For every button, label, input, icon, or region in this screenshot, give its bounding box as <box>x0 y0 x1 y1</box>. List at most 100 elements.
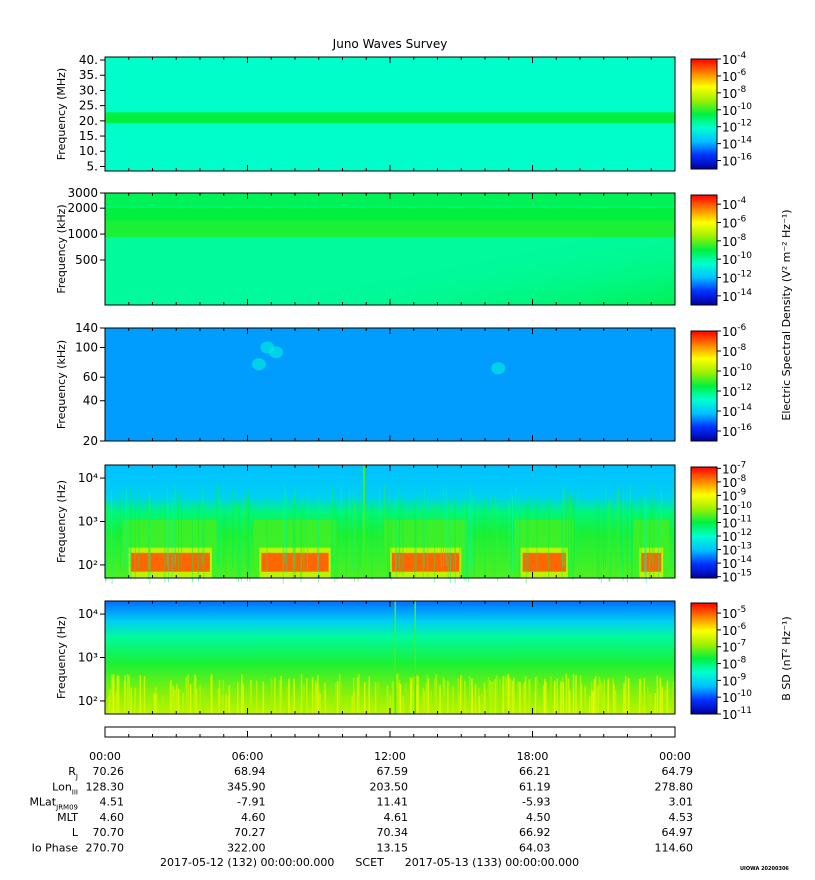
spectral-streak <box>644 498 646 579</box>
spectral-streak <box>386 685 389 714</box>
spectral-streak <box>422 499 424 579</box>
spectral-streak <box>314 680 317 714</box>
spectral-streak <box>349 490 351 570</box>
spectral-streak <box>529 679 531 714</box>
spectral-streak <box>613 684 615 714</box>
spectrogram-background <box>105 328 675 441</box>
spectral-streak <box>293 492 295 572</box>
spectral-streak <box>435 674 438 714</box>
spectral-streak <box>442 487 444 567</box>
spectral-streak <box>536 676 538 714</box>
spectral-streak <box>354 494 356 574</box>
spectral-streak <box>407 693 409 714</box>
spectral-streak <box>398 682 400 714</box>
y-axis-label: Frequency (MHz) <box>55 68 68 160</box>
spectral-streak <box>255 680 258 714</box>
spectral-streak <box>294 495 296 575</box>
spectral-streak <box>656 675 659 714</box>
spectral-streak <box>439 684 441 714</box>
ephemeris-value: 68.94 <box>234 765 266 778</box>
colorbar <box>690 466 718 579</box>
ephemeris-value: 64.79 <box>662 765 694 778</box>
spectral-streak <box>608 502 610 582</box>
spectral-streak <box>280 684 283 714</box>
spectral-streak <box>545 681 547 714</box>
spectral-streak <box>645 504 647 584</box>
spectral-streak <box>522 684 525 714</box>
spectral-streak <box>151 693 154 714</box>
spectral-streak <box>311 677 314 714</box>
spectral-streak <box>562 488 564 568</box>
spectral-streak <box>202 688 205 714</box>
spectral-streak <box>565 487 567 567</box>
y-tick-label: 3000 <box>67 186 98 200</box>
spectral-streak <box>249 502 251 582</box>
time-label: 12:00 <box>374 750 406 763</box>
spectral-streak <box>593 678 596 714</box>
spectral-streak <box>288 678 290 714</box>
spectral-streak <box>315 686 318 714</box>
spectral-streak <box>336 681 339 714</box>
spectral-streak <box>489 679 491 714</box>
colorbar-tick-label: 10-4 <box>722 196 747 212</box>
colorbar <box>690 58 718 170</box>
y-tick-label: 10³ <box>78 651 98 665</box>
spectral-streak <box>447 499 449 579</box>
spectral-streak <box>603 692 605 714</box>
panel-3: 140 100 60 40 20 Frequency (kHz) 10-6 10-8 10-10… <box>55 321 752 448</box>
spectral-streak <box>223 489 225 569</box>
spectral-streak <box>243 494 245 574</box>
spectral-streak <box>239 498 241 578</box>
ephemeris-value: 11.41 <box>377 796 409 809</box>
spectral-streak <box>524 676 527 714</box>
spectral-streak <box>414 498 416 578</box>
colorbar-tick-label: 10-7 <box>722 639 746 655</box>
spectral-streak <box>469 487 471 567</box>
spectral-streak <box>654 693 656 714</box>
colorbar-label: Electric Spectral Density (V² m⁻² Hz⁻¹) <box>780 209 793 420</box>
spectral-streak <box>154 692 156 714</box>
emission-blob <box>251 358 266 371</box>
spectral-streak <box>195 677 197 714</box>
spectral-streak <box>202 486 204 566</box>
spectral-streak <box>492 680 494 714</box>
spectral-streak <box>513 677 515 714</box>
spectral-streak <box>246 499 248 579</box>
spectral-streak <box>377 682 380 714</box>
spectral-streak <box>352 492 354 573</box>
y-axis-label: Frequency (kHz) <box>55 204 68 293</box>
spectral-streak <box>203 500 205 580</box>
colorbar-tick-label: 10-8 <box>722 85 747 101</box>
y-tick-label: 20. <box>79 114 98 128</box>
spectral-streak <box>490 682 493 714</box>
spectral-streak <box>116 689 119 714</box>
spectral-streak <box>181 489 183 569</box>
spectral-streak <box>177 688 180 714</box>
time-label: 00:00 <box>89 750 121 763</box>
spectral-streak <box>117 675 120 714</box>
spectral-streak <box>519 682 521 714</box>
ephemeris-value: 4.51 <box>100 796 125 809</box>
spectral-streak <box>389 695 392 714</box>
ephemeris-value: 66.21 <box>519 765 551 778</box>
spectral-streak <box>597 685 599 714</box>
spectral-streak <box>664 689 667 714</box>
spectral-streak <box>523 681 526 714</box>
spectral-streak <box>148 490 150 570</box>
spectral-streak <box>128 676 131 714</box>
y-tick-label: 10² <box>78 558 98 572</box>
y-tick-label: 1000 <box>67 227 98 241</box>
spectral-streak <box>210 674 213 714</box>
y-tick-label: 40 <box>83 394 98 408</box>
colorbar-tick-label: 10-12 <box>722 119 752 135</box>
spectral-streak <box>237 503 239 583</box>
spectral-streak <box>130 500 132 580</box>
ephemeris-value: 322.00 <box>227 842 266 855</box>
spectral-streak <box>134 687 136 714</box>
spectral-streak <box>616 488 618 568</box>
colorbar-tick-label: 10-10 <box>722 102 752 118</box>
spectral-streak <box>640 694 643 714</box>
spectral-streak <box>548 499 550 579</box>
